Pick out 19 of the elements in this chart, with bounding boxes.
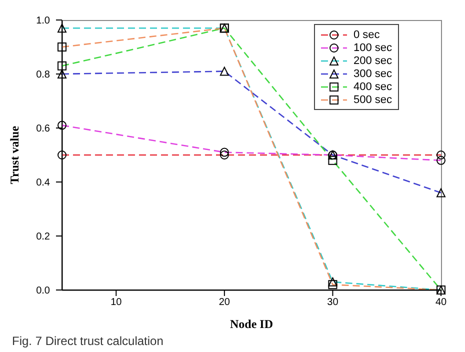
- y-tick-label: 0.2: [36, 232, 50, 243]
- caption: Fig. 7 Direct trust calculation: [12, 334, 164, 348]
- legend-label: 300 sec: [353, 68, 392, 80]
- legend-label: 0 sec: [353, 28, 380, 40]
- y-tick-label: 1.0: [36, 16, 50, 27]
- y-axis-title: Trust value: [7, 125, 22, 184]
- x-tick-label: 10: [110, 297, 122, 308]
- y-tick-label: 0.6: [36, 124, 50, 135]
- x-axis-title: Node ID: [230, 317, 274, 331]
- y-tick-label: 0.8: [36, 70, 50, 81]
- x-tick-label: 40: [435, 297, 447, 308]
- x-tick-label: 30: [327, 297, 339, 308]
- legend-label: 200 sec: [353, 54, 392, 66]
- legend-label: 500 sec: [353, 94, 392, 106]
- y-tick-label: 0.0: [36, 286, 50, 297]
- x-tick-label: 20: [218, 297, 230, 308]
- legend-label: 100 sec: [353, 42, 392, 54]
- legend-label: 400 sec: [353, 80, 392, 92]
- y-tick-label: 0.4: [36, 178, 50, 189]
